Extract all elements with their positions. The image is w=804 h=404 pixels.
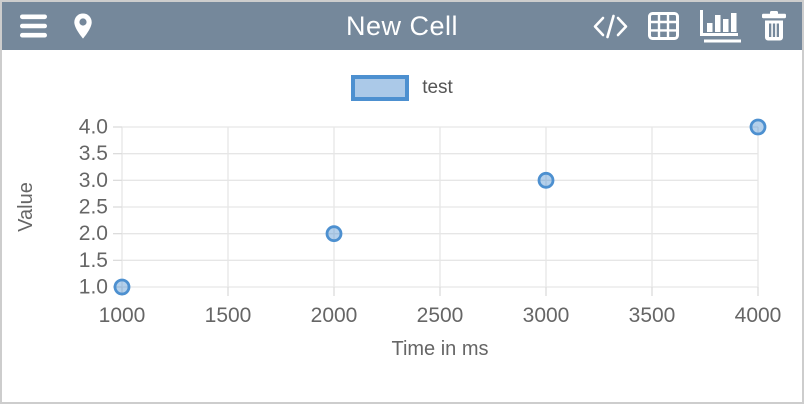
svg-text:2000: 2000	[311, 304, 358, 327]
y-axis-title: Value	[15, 182, 37, 232]
svg-text:1.5: 1.5	[79, 249, 108, 272]
header-left-icons	[2, 13, 93, 40]
scatter-chart-canvas[interactable]: 1000 1500 2000 2500 3000 3500 4000 4.0 3.5 3.0 2.5…	[2, 105, 802, 373]
data-point[interactable]	[113, 278, 131, 296]
chart-area: 1000 1500 2000 2500 3000 3500 4000 4.0 3.5 3.0 2.5…	[2, 105, 802, 378]
data-point[interactable]	[537, 171, 555, 189]
legend-label: test	[422, 77, 453, 98]
active-underline	[704, 39, 741, 42]
menu-icon[interactable]	[20, 14, 47, 38]
data-points	[113, 118, 767, 296]
cell-header: New Cell	[2, 2, 802, 50]
location-pin-icon[interactable]	[73, 13, 93, 40]
x-axis-title: Time in ms	[391, 338, 488, 360]
svg-text:4.0: 4.0	[79, 116, 108, 139]
svg-text:2.0: 2.0	[79, 222, 108, 245]
svg-text:3.5: 3.5	[79, 142, 108, 165]
header-right-icons	[592, 9, 802, 43]
svg-text:1.0: 1.0	[79, 276, 108, 299]
axis-labels: 1000 1500 2000 2500 3000 3500 4000 4.0 3.5 3.0 2.5…	[79, 116, 782, 328]
trash-icon[interactable]	[761, 11, 787, 41]
legend-swatch	[351, 75, 410, 101]
svg-text:3000: 3000	[523, 304, 570, 327]
data-point[interactable]	[749, 118, 767, 136]
axis-titles: Time in ms Value	[15, 182, 489, 360]
svg-text:4000: 4000	[735, 304, 782, 327]
svg-text:1500: 1500	[205, 304, 252, 327]
svg-text:3500: 3500	[629, 304, 676, 327]
gridlines	[121, 126, 759, 288]
svg-text:3.0: 3.0	[79, 169, 108, 192]
legend-item[interactable]: test	[2, 75, 802, 101]
svg-text:1000: 1000	[99, 304, 146, 327]
code-icon[interactable]	[592, 13, 629, 40]
bar-chart-icon[interactable]	[698, 9, 742, 43]
data-point[interactable]	[325, 225, 343, 243]
svg-text:2500: 2500	[417, 304, 464, 327]
axis-ticks	[113, 126, 759, 296]
table-icon[interactable]	[648, 12, 679, 40]
svg-text:2.5: 2.5	[79, 196, 108, 219]
